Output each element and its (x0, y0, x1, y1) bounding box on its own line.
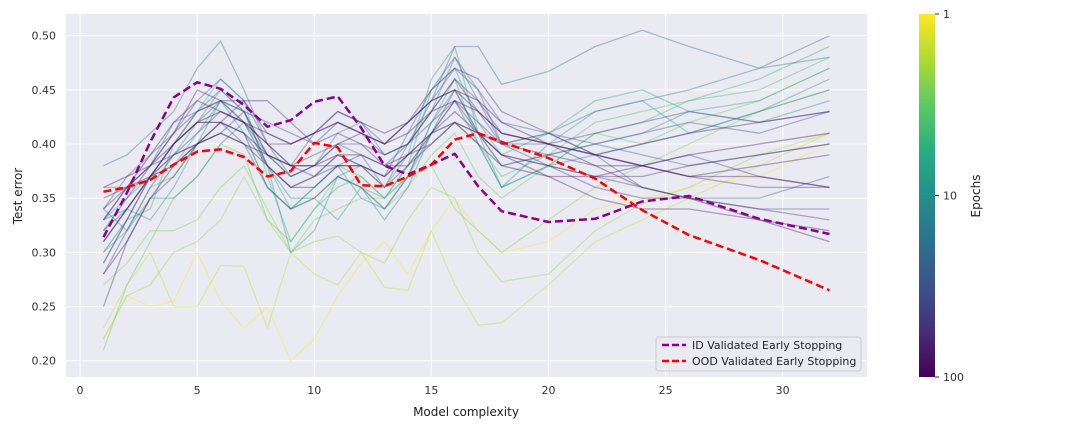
epoch-curve (102, 67, 830, 242)
x-tick-labels: 0 5 10 15 20 25 30 (77, 384, 790, 397)
epoch-curve (102, 67, 830, 210)
y-tick-label: 0.45 (32, 84, 57, 97)
epoch-curve (102, 45, 830, 264)
epoch-curve (102, 132, 830, 340)
epoch-curve (102, 100, 830, 307)
x-tick-label: 0 (77, 384, 84, 397)
colorbar-gradient (919, 14, 935, 377)
y-tick-label: 0.20 (32, 355, 57, 368)
x-tick-label: 10 (307, 384, 321, 397)
x-tick-label: 15 (424, 384, 438, 397)
epoch-curve (102, 143, 830, 362)
epoch-curve (103, 121, 830, 199)
legend-box (655, 336, 862, 372)
x-tick-label: 25 (659, 384, 673, 397)
epoch-curve (103, 56, 830, 253)
colorbar-label: Epochs (969, 175, 983, 218)
y-tick-label: 0.40 (32, 138, 57, 151)
epoch-curve (103, 29, 830, 189)
y-tick-label: 0.35 (32, 192, 57, 205)
epoch-curve (102, 121, 830, 242)
epoch-curve (103, 89, 830, 232)
epoch-curve (103, 89, 830, 221)
epoch-curve (102, 89, 830, 243)
epoch-curve (102, 132, 830, 329)
epoch-curve (102, 67, 830, 351)
epoch-curve (102, 78, 830, 221)
ood-validated-line (103, 131, 830, 292)
epoch-curve (103, 45, 830, 254)
legend-label-ood: OOD Validated Early Stopping (692, 355, 856, 368)
y-axis-label: Test error (11, 168, 25, 226)
x-tick-label: 30 (776, 384, 790, 397)
legend-label-id: ID Validated Early Stopping (692, 339, 842, 352)
epoch-curve (103, 56, 830, 189)
epoch-curve (103, 100, 830, 189)
x-axis-label: Model complexity (413, 405, 519, 419)
x-tick-label: 20 (541, 384, 555, 397)
colorbar: 1 10 100 Epochs (919, 8, 983, 384)
grid-lines (66, 14, 867, 377)
y-tick-label: 0.25 (32, 301, 57, 314)
background-curves (102, 29, 830, 362)
epoch-curve (103, 56, 830, 232)
series-lines (102, 81, 830, 292)
epoch-curve (102, 100, 830, 264)
epoch-curve (103, 67, 830, 210)
epoch-curve (102, 78, 830, 242)
epoch-curve (102, 100, 830, 275)
epoch-curve (102, 89, 830, 232)
epoch-curve (102, 89, 830, 253)
colorbar-tick-label: 1 (943, 8, 950, 21)
colorbar-tick-label: 100 (943, 371, 964, 384)
y-tick-label: 0.30 (32, 246, 57, 259)
colorbar-ticks: 1 10 100 (935, 8, 964, 384)
y-tick-labels: 0.20 0.25 0.30 0.35 0.40 0.45 0.50 (32, 30, 57, 368)
plot-background (66, 14, 867, 377)
colorbar-tick-label: 10 (943, 190, 957, 203)
x-tick-label: 5 (194, 384, 201, 397)
epoch-curve (102, 110, 830, 275)
id-validated-line (102, 81, 830, 238)
legend: ID Validated Early Stopping OOD Validate… (655, 336, 862, 372)
y-tick-label: 0.50 (32, 30, 57, 43)
